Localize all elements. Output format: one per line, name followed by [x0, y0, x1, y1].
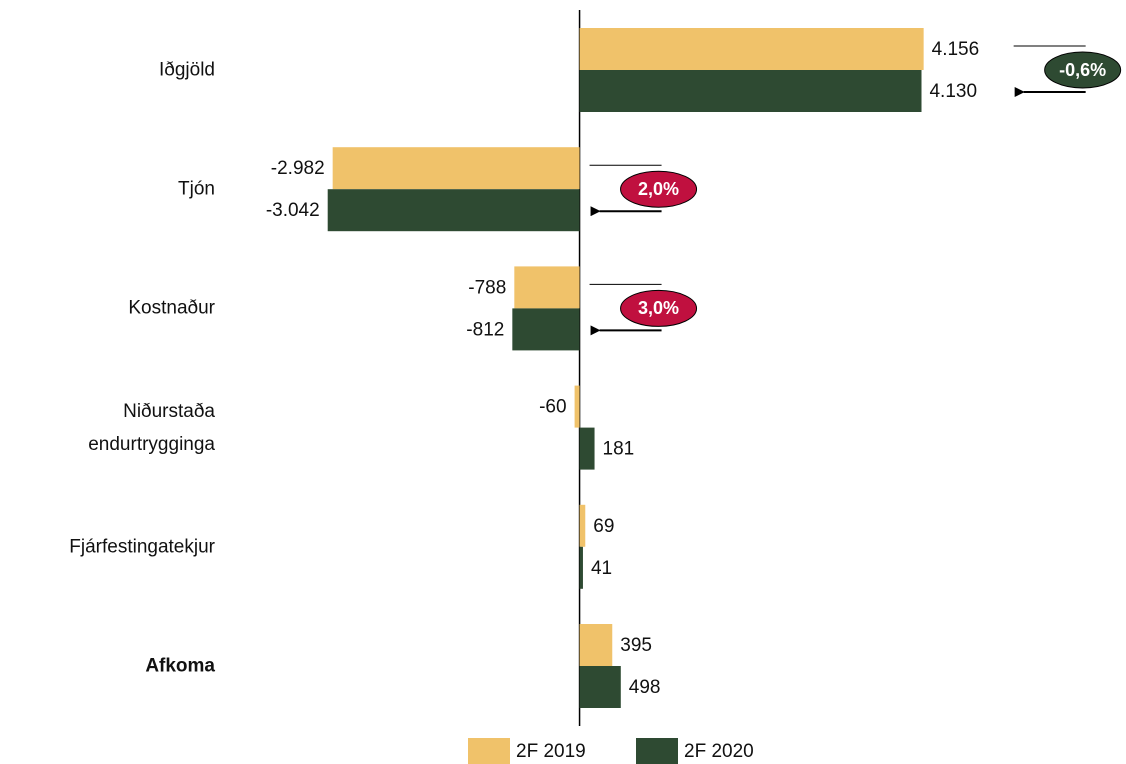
category-label: Tjón [178, 178, 215, 200]
bar [514, 266, 580, 309]
bar [579, 546, 583, 589]
legend-swatch [468, 738, 510, 764]
legend-label: 2F 2020 [684, 741, 754, 762]
annotation-badge [1044, 51, 1122, 89]
value-label: 4.156 [932, 39, 980, 60]
value-label: -812 [466, 319, 504, 340]
value-label: 181 [603, 439, 635, 460]
bar [579, 666, 621, 708]
category-label: Iðgjöld [159, 59, 215, 81]
value-label: 395 [620, 635, 652, 656]
bar [332, 147, 580, 190]
value-label: -60 [539, 397, 566, 418]
bar [579, 28, 924, 70]
annotation-badge [620, 289, 698, 327]
bar [512, 308, 580, 351]
value-label: 498 [629, 677, 661, 698]
value-label: -788 [468, 277, 506, 298]
bar [574, 385, 580, 428]
category-label: Niðurstaða endurtrygginga [88, 400, 215, 455]
value-label: -3.042 [266, 200, 320, 221]
legend-label: 2F 2019 [516, 741, 586, 762]
value-label: 4.130 [929, 81, 977, 102]
bar [579, 504, 586, 547]
value-label: 41 [591, 558, 612, 579]
category-label: Afkoma [145, 655, 215, 677]
value-label: -2.982 [271, 158, 325, 179]
annotation-badge [620, 170, 698, 208]
annotation-text: 3,0% [638, 298, 679, 318]
annotation-text: -0,6% [1059, 60, 1106, 80]
annotation-text: 2,0% [638, 179, 679, 199]
bar [579, 624, 613, 666]
value-label: 69 [593, 516, 614, 537]
category-label: Fjárfestingatekjur [69, 536, 215, 558]
bar [579, 427, 595, 470]
legend-swatch [636, 738, 678, 764]
category-label: Kostnaður [128, 297, 215, 319]
bar [327, 189, 580, 232]
bar [579, 70, 922, 112]
